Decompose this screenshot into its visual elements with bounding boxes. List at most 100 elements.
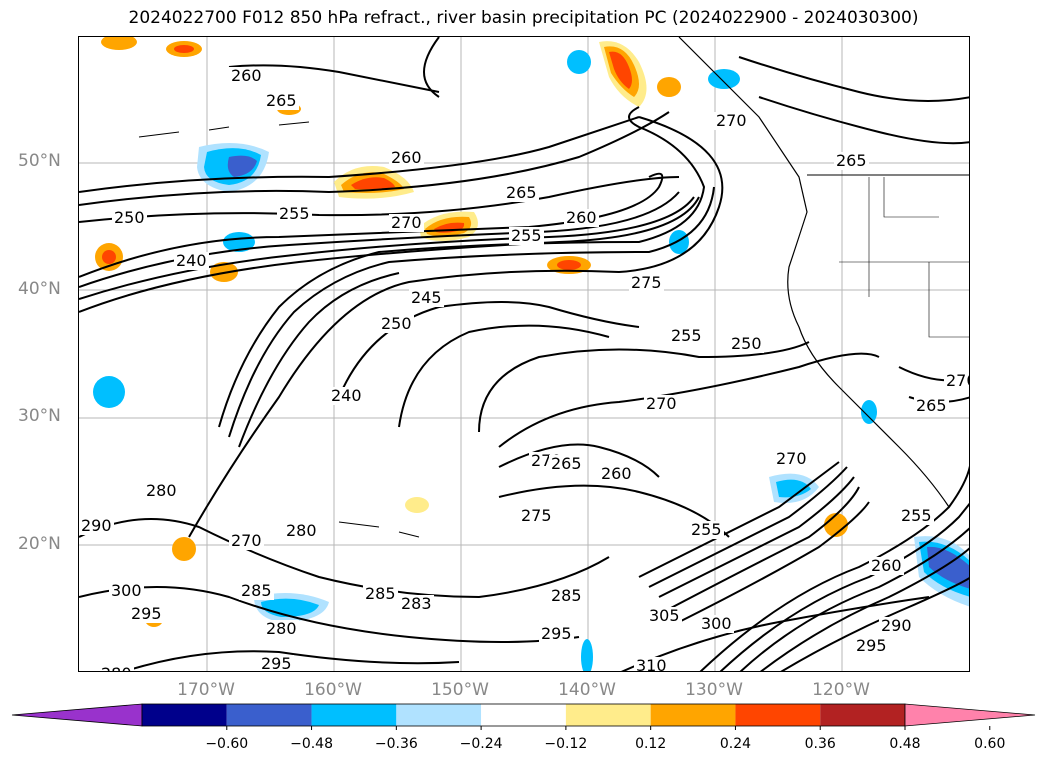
- lon-label-170w: 170°W: [177, 680, 235, 700]
- contour-label: 280: [99, 665, 134, 671]
- colorbar-segment: [226, 704, 312, 726]
- contour-label: 270: [714, 111, 749, 130]
- colorbar-tick-label: −0.24: [459, 736, 503, 752]
- contour-line: [79, 518, 610, 599]
- colorbar-segment: [735, 704, 821, 726]
- colorbar-segment: [311, 704, 397, 726]
- contour-label: 260: [599, 464, 634, 483]
- contour-line: [79, 111, 670, 206]
- contour-line: [668, 486, 860, 610]
- contour-label: 260: [389, 148, 424, 167]
- lon-label-120w: 120°W: [812, 680, 870, 700]
- contour-line: [648, 466, 848, 588]
- contour-label: 255: [899, 506, 934, 525]
- contour-line: [79, 116, 640, 193]
- precip-patch: [223, 232, 255, 252]
- contour-line: [79, 172, 664, 278]
- contour-label: 260: [564, 208, 599, 227]
- colorbar-tick-label: 0.24: [719, 736, 752, 752]
- contour-line: [739, 527, 969, 671]
- contour-label: 290: [79, 516, 114, 535]
- contour-line: [719, 502, 969, 671]
- lat-label-30n: 30°N: [18, 406, 61, 426]
- contour-label: 285: [549, 586, 584, 605]
- precip-patch: [557, 260, 581, 270]
- precip-patch: [172, 537, 196, 561]
- precip-patches: [93, 37, 969, 671]
- precip-patch: [101, 37, 137, 50]
- precip-patch: [174, 45, 194, 53]
- colorbar-extend-high: [904, 703, 1036, 727]
- contour-line: [238, 272, 400, 448]
- precip-patch: [581, 639, 593, 671]
- colorbar-segment: [820, 704, 905, 726]
- contour-label: 285: [363, 584, 398, 603]
- precip-patch: [708, 69, 740, 89]
- contour-line: [228, 186, 715, 438]
- precip-patch: [657, 77, 681, 97]
- precip-patch: [609, 51, 632, 89]
- contour-label: 280: [144, 481, 179, 500]
- lat-label-40n: 40°N: [18, 279, 61, 299]
- refractivity-contours: [79, 37, 969, 671]
- colorbar-tick-label: −0.48: [290, 736, 333, 752]
- colorbar-segment: [650, 704, 736, 726]
- contour-label: 310: [634, 657, 669, 671]
- colorbar-segment: [396, 704, 482, 726]
- contour-line: [780, 577, 969, 671]
- contour-label: 240: [329, 386, 364, 405]
- contour-line: [398, 324, 610, 428]
- map-panel: 260 265 270 265 260 265 250 255 270 255 260 240 245 2…: [78, 36, 970, 672]
- contour-label: 265: [914, 396, 949, 415]
- contour-line: [218, 106, 706, 428]
- lon-label-150w: 150°W: [431, 680, 489, 700]
- contour-label: 255: [509, 226, 544, 245]
- colorbar-segment: [142, 704, 227, 726]
- contour-map: [79, 37, 969, 671]
- lon-label-160w: 160°W: [304, 680, 362, 700]
- contour-label: 280: [264, 619, 299, 638]
- lat-label-20n: 20°N: [18, 534, 61, 554]
- contour-label: 270: [229, 531, 264, 550]
- contour-label: 265: [504, 183, 539, 202]
- graticule: [79, 37, 969, 671]
- contour-label: 270: [774, 449, 809, 468]
- colorbar-segment: [565, 704, 651, 726]
- contour-label: 250: [379, 314, 414, 333]
- contour-label: 260: [869, 556, 904, 575]
- precip-patch: [93, 376, 125, 408]
- contour-label: 295: [539, 624, 574, 643]
- contour-line: [738, 56, 969, 102]
- contour-label: 270: [644, 394, 679, 413]
- colorbar-tick-label: −0.60: [205, 736, 249, 752]
- contour-label: 295: [129, 604, 164, 623]
- contour-line: [122, 650, 460, 671]
- contour-label: 295: [854, 636, 889, 655]
- lon-label-140w: 140°W: [558, 680, 616, 700]
- page-title: 2024022700 F012 850 hPa refract., river …: [128, 8, 919, 28]
- precip-patch: [102, 250, 116, 264]
- contour-line: [79, 176, 680, 223]
- coastline: [138, 37, 969, 538]
- contour-label: 255: [277, 204, 312, 223]
- colorbar-segment: [481, 704, 566, 726]
- precip-patch: [861, 400, 877, 424]
- contour-line: [478, 341, 810, 433]
- contour-line: [678, 501, 870, 623]
- contour-label: 265: [834, 151, 869, 170]
- lat-label-50n: 50°N: [18, 151, 61, 171]
- contour-label: 295: [259, 654, 294, 672]
- contour-line: [423, 37, 440, 98]
- contour-label: 300: [699, 614, 734, 633]
- colorbar-tick-label: −0.36: [374, 736, 418, 752]
- colorbar-tick-label: −0.12: [544, 736, 588, 752]
- contour-label: 270: [944, 372, 969, 390]
- contour-label: 275: [519, 506, 554, 525]
- contour-line: [498, 484, 730, 538]
- contour-label: 265: [264, 91, 299, 110]
- contour-label: 280: [284, 521, 319, 540]
- contour-label: 255: [689, 520, 724, 539]
- contour-label: 275: [629, 273, 664, 292]
- precip-patch: [669, 230, 689, 254]
- colorbar-extend-low: [11, 703, 143, 727]
